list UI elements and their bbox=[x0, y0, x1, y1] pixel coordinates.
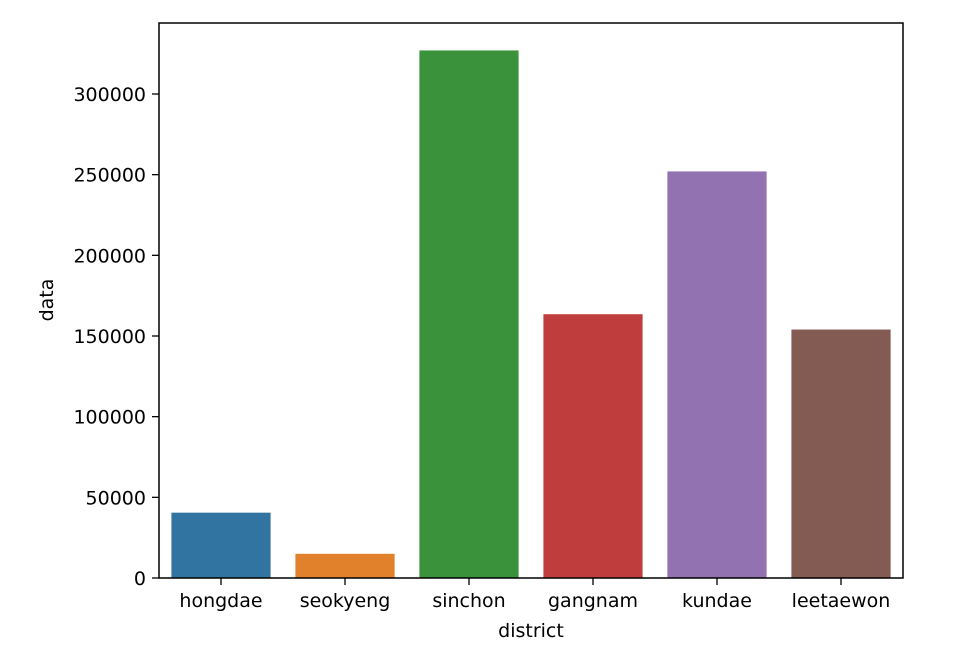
bar-hongdae bbox=[171, 512, 271, 578]
y-axis-label: data bbox=[36, 279, 58, 322]
bars-layer bbox=[171, 50, 891, 579]
y-tick-label: 250000 bbox=[73, 165, 146, 187]
bar-seokyeng bbox=[295, 553, 395, 578]
y-tick-label: 50000 bbox=[86, 487, 146, 509]
plot-frame bbox=[158, 22, 904, 579]
y-tick-label: 300000 bbox=[73, 84, 146, 106]
x-tick-label: sinchon bbox=[432, 590, 505, 612]
y-tick-label: 0 bbox=[134, 568, 146, 590]
x-axis-label: district bbox=[498, 620, 564, 642]
y-tick-label: 200000 bbox=[73, 245, 146, 267]
y-tick-label: 100000 bbox=[73, 407, 146, 429]
y-axis-ticks: 0 50000 100000 150000 200000 250000 300000 bbox=[73, 84, 159, 590]
bar-kundae bbox=[667, 171, 767, 578]
x-tick-label: hongdae bbox=[179, 590, 262, 612]
bar-gangnam bbox=[543, 314, 643, 578]
x-tick-label: leetaewon bbox=[792, 590, 891, 612]
y-tick-label: 150000 bbox=[73, 326, 146, 348]
bar-sinchon bbox=[419, 50, 519, 579]
x-axis-ticks: hongdae seokyeng sinchon gangnam kundae leeta… bbox=[179, 578, 890, 612]
x-tick-label: gangnam bbox=[548, 590, 638, 612]
x-tick-label: seokyeng bbox=[300, 590, 391, 612]
bar-leetaewon bbox=[791, 329, 891, 578]
x-tick-label: kundae bbox=[682, 590, 752, 612]
